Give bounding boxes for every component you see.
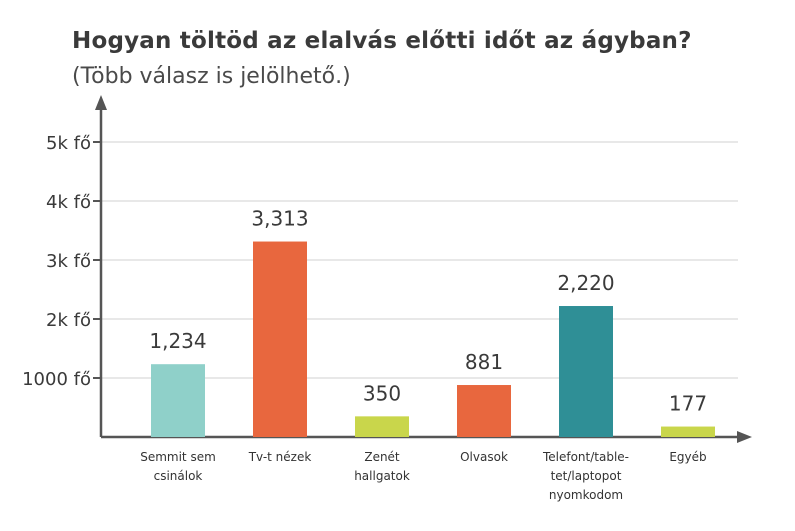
bar-value-label: 350 xyxy=(363,381,401,405)
bar-value-label: 1,234 xyxy=(149,329,206,353)
bar xyxy=(559,306,613,437)
x-category-label: Semmit sem xyxy=(140,450,216,464)
y-tick-label: 5k fő xyxy=(46,133,91,154)
x-category-label: nyomkodom xyxy=(549,488,623,502)
bar-value-label: 177 xyxy=(669,392,707,416)
bar xyxy=(457,385,511,437)
chart-title: Hogyan töltöd az elalvás előtti időt az … xyxy=(72,28,692,54)
bar xyxy=(355,416,409,437)
x-category-label: Olvasok xyxy=(460,450,508,464)
x-category-label: Telefont/table- xyxy=(542,450,629,464)
y-tick-label: 3k fő xyxy=(46,251,91,272)
bar xyxy=(253,241,307,437)
x-axis-arrow xyxy=(737,431,752,443)
bar-value-label: 3,313 xyxy=(251,207,308,231)
bar xyxy=(151,364,205,437)
y-axis-arrow xyxy=(95,95,107,110)
bar-value-label: 2,220 xyxy=(557,271,614,295)
x-category-label: Zenét xyxy=(364,450,400,464)
x-category-label: hallgatok xyxy=(354,469,410,483)
y-tick-label: 1000 fő xyxy=(22,369,91,390)
x-category-label: Egyéb xyxy=(669,450,706,464)
bar xyxy=(661,426,715,437)
bar-value-label: 881 xyxy=(465,350,503,374)
x-category-label: Tv-t nézek xyxy=(248,450,312,464)
chart-subtitle: (Több válasz is jelölhető.) xyxy=(72,64,351,89)
x-category-label: tet/laptopot xyxy=(551,469,622,483)
y-tick-label: 2k fő xyxy=(46,310,91,331)
y-tick-label: 4k fő xyxy=(46,192,91,213)
x-category-label: csinálok xyxy=(154,469,203,483)
